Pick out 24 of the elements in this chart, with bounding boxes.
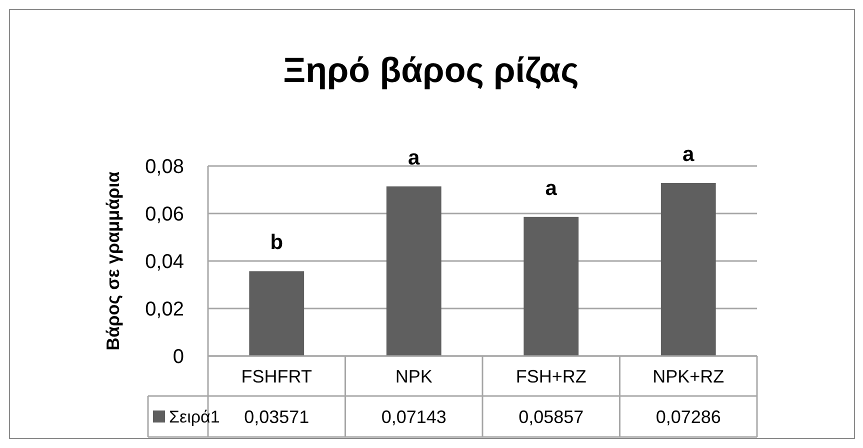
annotation: a bbox=[682, 142, 695, 166]
data-label: 0,07143 bbox=[381, 406, 446, 427]
y-tick-label: 0 bbox=[172, 346, 184, 368]
x-tick-label: NPK+RZ bbox=[652, 366, 724, 386]
bar bbox=[249, 271, 304, 356]
y-tick-label: 0,02 bbox=[145, 298, 184, 320]
bar bbox=[386, 186, 442, 356]
data-label: 0,07286 bbox=[656, 406, 721, 427]
chart-title: Ξηρό βάρος ρίζας bbox=[283, 51, 579, 90]
annotation: a bbox=[408, 146, 420, 170]
x-tick-label: FSH+RZ bbox=[516, 366, 586, 386]
y-tick-label: 0,08 bbox=[145, 156, 184, 178]
data-label: 0,03571 bbox=[244, 406, 310, 427]
x-tick-label: NPK bbox=[395, 366, 432, 386]
legend-label: Σειρά1 bbox=[169, 407, 220, 426]
data-label: 0,05857 bbox=[518, 406, 584, 427]
y-tick-label: 0,04 bbox=[145, 251, 184, 273]
bar bbox=[660, 182, 716, 356]
x-tick-label: FSHFRT bbox=[241, 366, 312, 386]
bar bbox=[524, 216, 579, 356]
annotation: b bbox=[270, 231, 284, 254]
annotation: a bbox=[545, 176, 558, 200]
y-axis-title: Βάρος σε γραμμάρια bbox=[103, 172, 123, 350]
y-tick-label: 0,06 bbox=[145, 204, 184, 226]
